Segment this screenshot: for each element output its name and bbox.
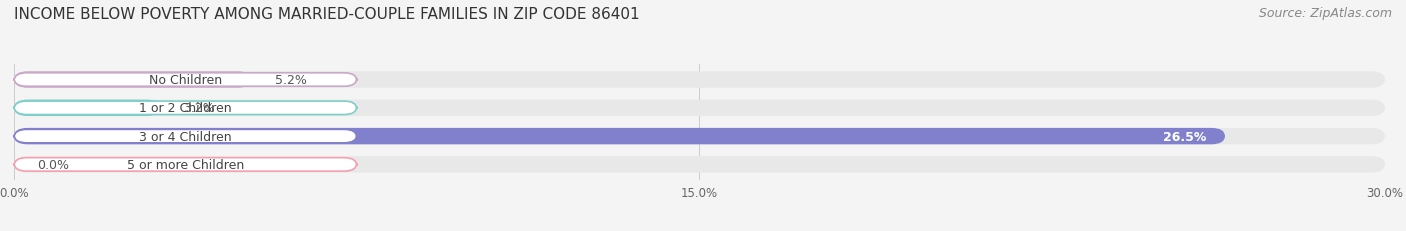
FancyBboxPatch shape (14, 72, 1385, 88)
FancyBboxPatch shape (14, 73, 357, 87)
Text: 3 or 4 Children: 3 or 4 Children (139, 130, 232, 143)
FancyBboxPatch shape (14, 158, 357, 171)
FancyBboxPatch shape (14, 72, 252, 88)
FancyBboxPatch shape (14, 100, 160, 116)
Text: 5 or more Children: 5 or more Children (127, 158, 245, 171)
Text: INCOME BELOW POVERTY AMONG MARRIED-COUPLE FAMILIES IN ZIP CODE 86401: INCOME BELOW POVERTY AMONG MARRIED-COUPL… (14, 7, 640, 22)
Text: 3.2%: 3.2% (183, 102, 215, 115)
Text: No Children: No Children (149, 74, 222, 87)
FancyBboxPatch shape (14, 128, 1225, 145)
FancyBboxPatch shape (14, 100, 1385, 116)
Text: 1 or 2 Children: 1 or 2 Children (139, 102, 232, 115)
Text: 5.2%: 5.2% (274, 74, 307, 87)
FancyBboxPatch shape (14, 130, 357, 143)
FancyBboxPatch shape (14, 128, 1385, 145)
Text: 26.5%: 26.5% (1163, 130, 1206, 143)
FancyBboxPatch shape (14, 157, 1385, 173)
Text: Source: ZipAtlas.com: Source: ZipAtlas.com (1258, 7, 1392, 20)
Text: 0.0%: 0.0% (37, 158, 69, 171)
FancyBboxPatch shape (14, 102, 357, 115)
